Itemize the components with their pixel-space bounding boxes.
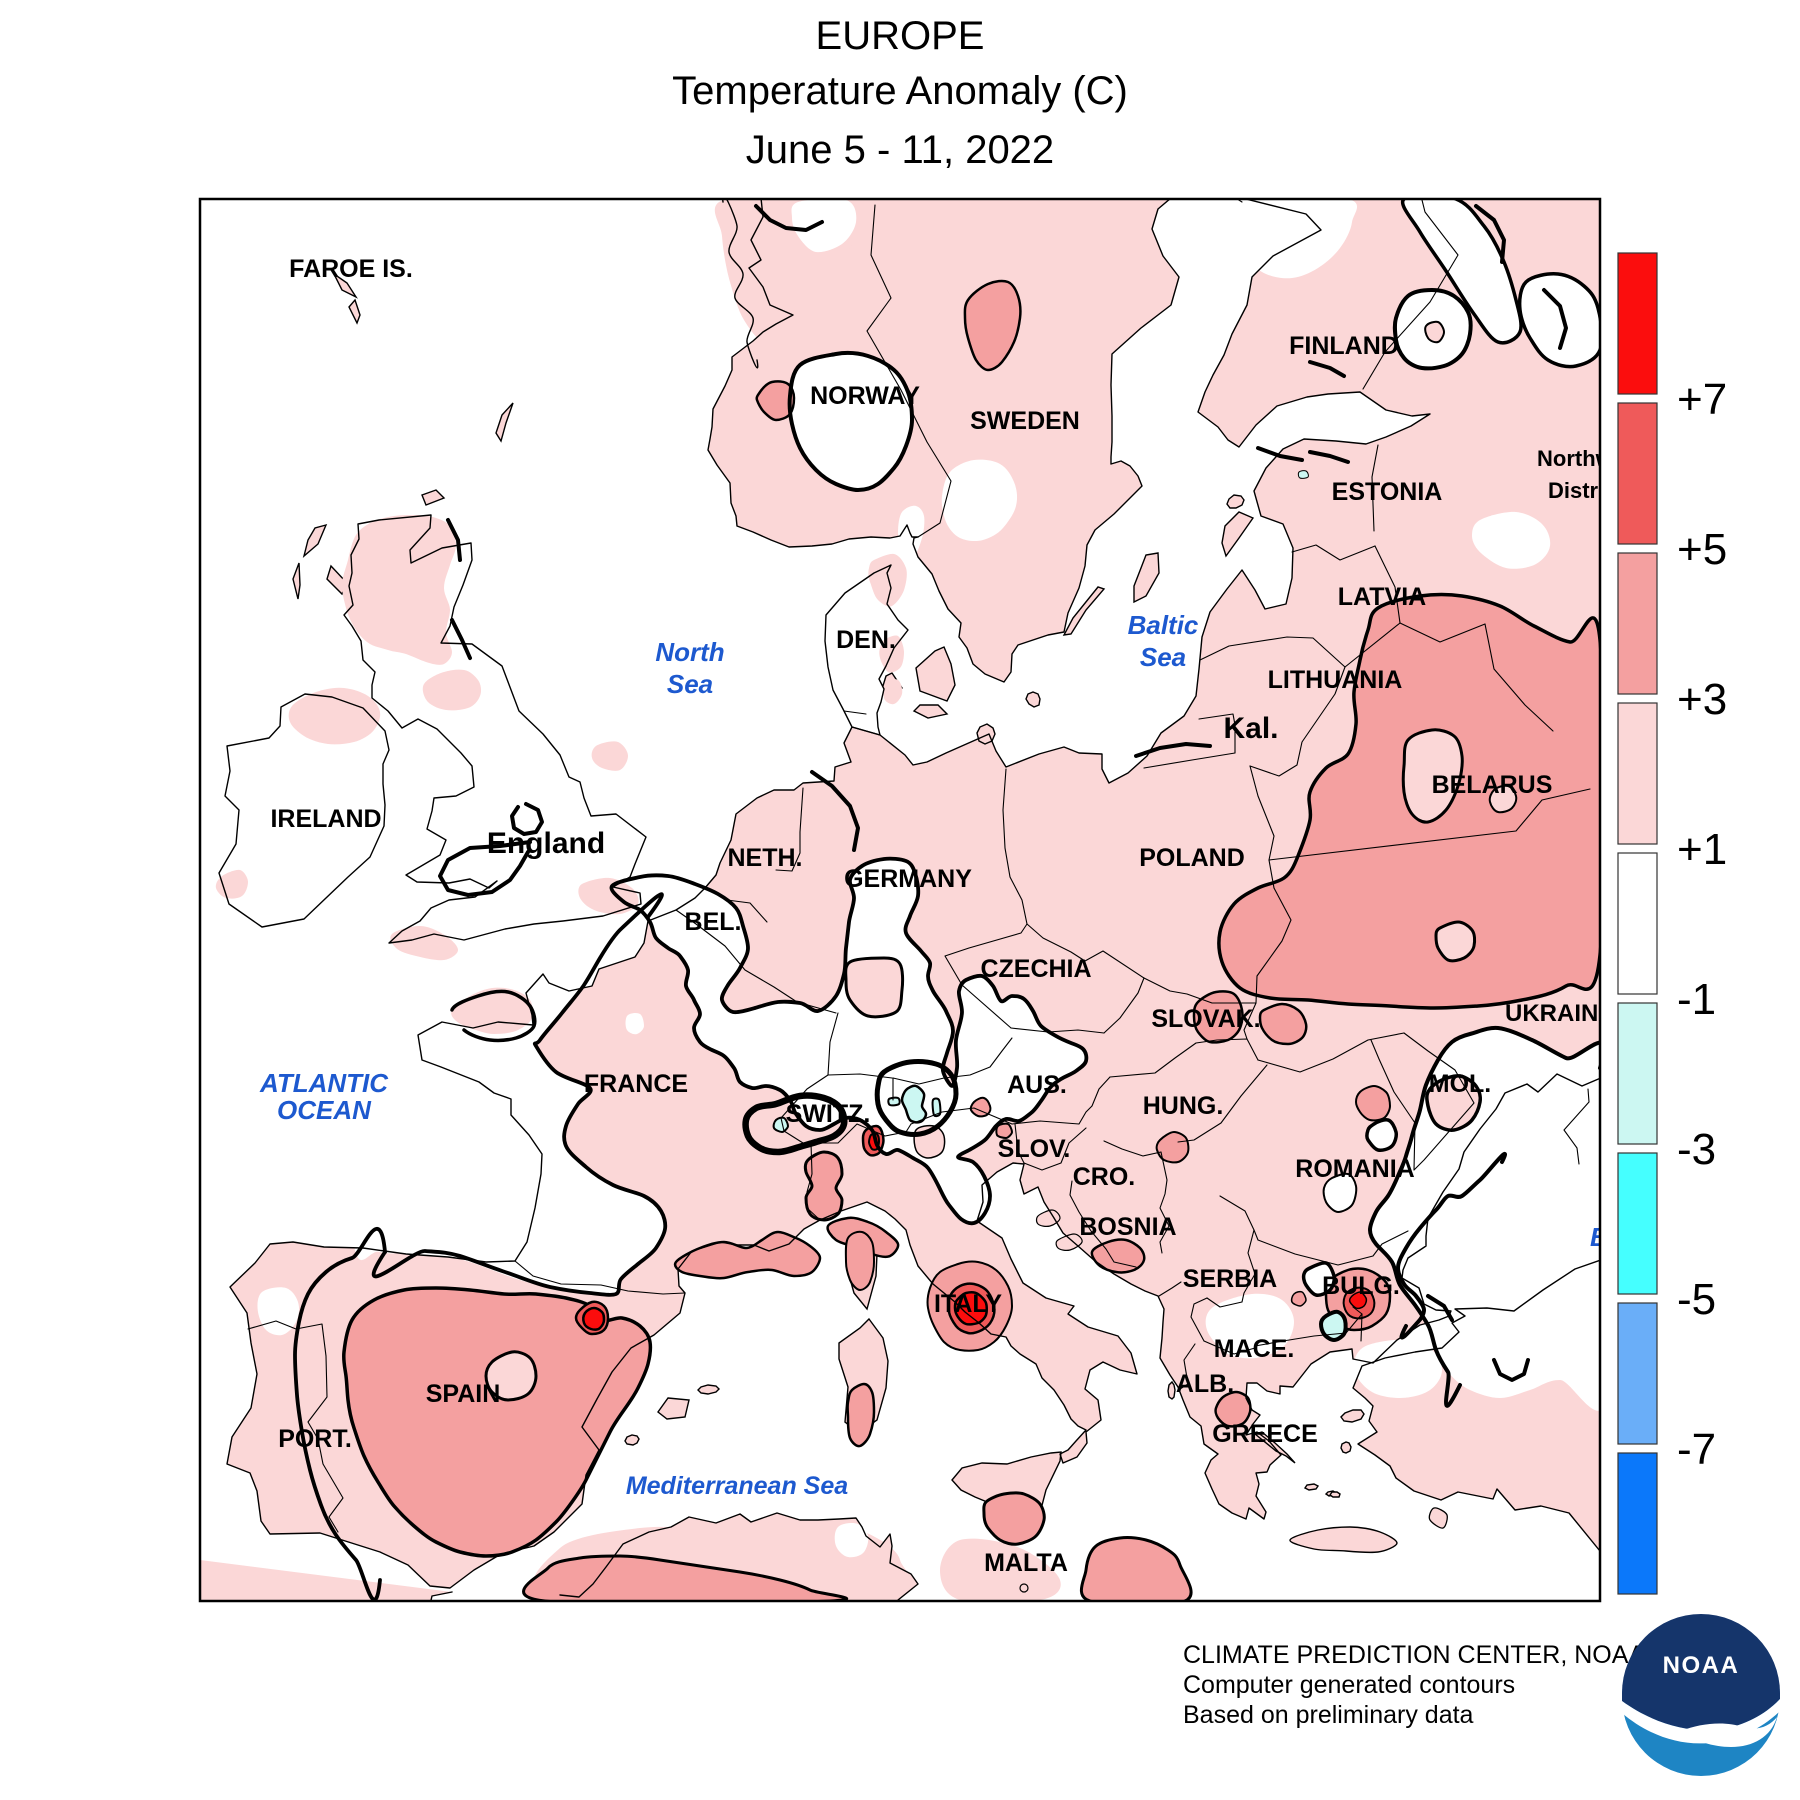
svg-text:B: B — [1590, 1222, 1609, 1252]
svg-text:BELARUS: BELARUS — [1432, 771, 1553, 799]
svg-text:+7: +7 — [1677, 375, 1727, 424]
svg-text:June 5 - 11, 2022: June 5 - 11, 2022 — [746, 128, 1054, 172]
svg-text:HUNG.: HUNG. — [1143, 1092, 1224, 1120]
svg-text:DEN.: DEN. — [836, 626, 896, 654]
svg-text:PORT.: PORT. — [278, 1425, 352, 1453]
svg-text:EUROPE: EUROPE — [816, 14, 985, 58]
svg-text:Mediterranean Sea: Mediterranean Sea — [626, 1472, 848, 1500]
svg-text:North: North — [655, 637, 724, 667]
svg-text:Sea: Sea — [1140, 642, 1186, 672]
svg-text:GERMANY: GERMANY — [844, 865, 972, 893]
svg-text:ROMANIA: ROMANIA — [1295, 1155, 1414, 1183]
svg-text:BOSNIA: BOSNIA — [1079, 1213, 1176, 1241]
svg-text:CLIMATE PREDICTION CENTER, NOA: CLIMATE PREDICTION CENTER, NOAA — [1183, 1641, 1645, 1669]
svg-text:BEL.: BEL. — [685, 908, 742, 936]
svg-text:GREECE: GREECE — [1212, 1420, 1318, 1448]
svg-text:SERBIA: SERBIA — [1183, 1265, 1277, 1293]
svg-text:Computer generated contours: Computer generated contours — [1183, 1671, 1515, 1699]
svg-text:-3: -3 — [1677, 1125, 1716, 1174]
svg-text:MALTA: MALTA — [984, 1549, 1068, 1577]
svg-text:Based on preliminary data: Based on preliminary data — [1183, 1701, 1474, 1729]
svg-text:-1: -1 — [1677, 975, 1716, 1024]
svg-text:CZECHIA: CZECHIA — [980, 955, 1091, 983]
svg-text:Distri: Distri — [1548, 478, 1604, 503]
svg-text:England: England — [487, 827, 605, 860]
svg-text:Sea: Sea — [667, 669, 713, 699]
svg-text:NORWAY: NORWAY — [810, 382, 920, 410]
svg-text:Kal.: Kal. — [1223, 712, 1278, 745]
svg-text:ITALY: ITALY — [934, 1290, 1002, 1318]
svg-text:ESTONIA: ESTONIA — [1332, 478, 1443, 506]
svg-text:LATVIA: LATVIA — [1338, 583, 1426, 611]
svg-text:Northw: Northw — [1537, 446, 1614, 471]
svg-text:NETH.: NETH. — [728, 844, 803, 872]
svg-text:Baltic: Baltic — [1128, 610, 1199, 640]
svg-text:MACE.: MACE. — [1214, 1335, 1295, 1363]
svg-text:+3: +3 — [1677, 675, 1727, 724]
svg-text:POLAND: POLAND — [1139, 844, 1245, 872]
svg-text:LITHUANIA: LITHUANIA — [1268, 666, 1403, 694]
svg-text:Temperature Anomaly (C): Temperature Anomaly (C) — [672, 69, 1128, 113]
svg-text:ATLANTIC: ATLANTIC — [259, 1068, 389, 1098]
svg-text:CRO.: CRO. — [1073, 1163, 1136, 1191]
svg-text:FRANCE: FRANCE — [584, 1070, 688, 1098]
svg-text:MOL.: MOL. — [1429, 1070, 1492, 1098]
svg-text:SPAIN: SPAIN — [426, 1380, 501, 1408]
svg-text:IRELAND: IRELAND — [270, 805, 381, 833]
svg-text:-7: -7 — [1677, 1425, 1716, 1474]
svg-text:+1: +1 — [1677, 825, 1727, 874]
svg-text:SWITZ.: SWITZ. — [786, 1100, 871, 1128]
svg-text:NOAA: NOAA — [1663, 1652, 1740, 1679]
svg-text:SLOVAK.: SLOVAK. — [1151, 1005, 1260, 1033]
svg-text:UKRAINE: UKRAINE — [1505, 1000, 1614, 1027]
svg-text:FAROE IS.: FAROE IS. — [289, 255, 413, 283]
svg-text:BULG.: BULG. — [1322, 1272, 1400, 1300]
svg-text:+5: +5 — [1677, 525, 1727, 574]
svg-text:SWEDEN: SWEDEN — [970, 407, 1080, 435]
svg-text:-5: -5 — [1677, 1275, 1716, 1324]
svg-text:FINLAND: FINLAND — [1289, 332, 1399, 360]
svg-text:SLOV.: SLOV. — [998, 1135, 1071, 1163]
svg-text:AUS.: AUS. — [1007, 1071, 1067, 1099]
svg-text:ALB.: ALB. — [1176, 1370, 1234, 1398]
svg-text:OCEAN: OCEAN — [277, 1095, 372, 1125]
